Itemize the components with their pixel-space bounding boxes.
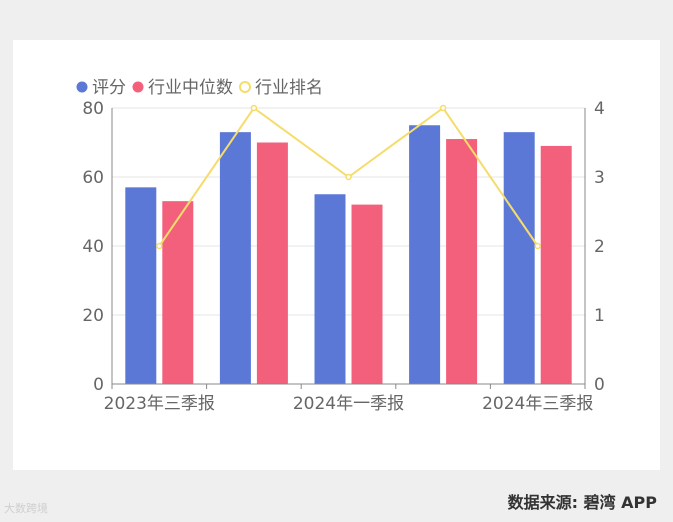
rank-point [439, 104, 447, 112]
y-left-tick-label: 60 [82, 168, 104, 188]
median-bar [540, 145, 572, 384]
legend-label: 评分 [92, 78, 126, 98]
median-bar [256, 142, 288, 384]
legend-score-marker [76, 81, 88, 93]
median-bar [351, 204, 383, 384]
legend-label: 行业中位数 [148, 78, 233, 98]
y-right-tick-label: 4 [594, 99, 605, 119]
score-bar [314, 194, 346, 384]
score-bar [125, 187, 157, 384]
y-left-tick-label: 40 [82, 237, 104, 257]
score-bar [409, 125, 441, 384]
legend-median-marker [132, 81, 144, 93]
score-bar [219, 132, 251, 384]
rank-point [250, 104, 258, 112]
score-bar [503, 132, 535, 384]
data-source-label: 数据来源: 碧湾 APP [507, 493, 657, 512]
y-right-tick-label: 1 [594, 306, 605, 326]
legend-label: 行业排名 [255, 78, 323, 98]
median-bar [162, 201, 194, 384]
y-right-tick-label: 0 [594, 375, 605, 395]
bar-line-chart: 0 20 40 60 80 0 1 2 3 4 2023年三季报 2024年一季报 2024年三季报 评… [76, 78, 605, 414]
x-tick-label: 2024年一季报 [293, 394, 404, 414]
footer-logo-text: 大数跨境 [4, 502, 48, 515]
rank-point [534, 242, 541, 250]
y-left-tick-label: 80 [82, 99, 104, 119]
y-right-tick-label: 2 [594, 237, 605, 257]
x-tick-label: 2024年三季报 [482, 394, 593, 414]
y-left-tick-label: 20 [82, 306, 104, 326]
rank-point [345, 173, 352, 181]
legend-rank-marker [239, 81, 251, 93]
median-bar [446, 139, 478, 384]
chart-panel: 0 20 40 60 80 0 1 2 3 4 2023年三季报 2024年一季报 2024年三季报 评… [13, 40, 660, 470]
y-right-tick-label: 3 [594, 168, 605, 188]
x-tick-label: 2023年三季报 [104, 394, 215, 414]
y-left-tick-label: 0 [93, 375, 104, 395]
rank-point [156, 242, 163, 250]
